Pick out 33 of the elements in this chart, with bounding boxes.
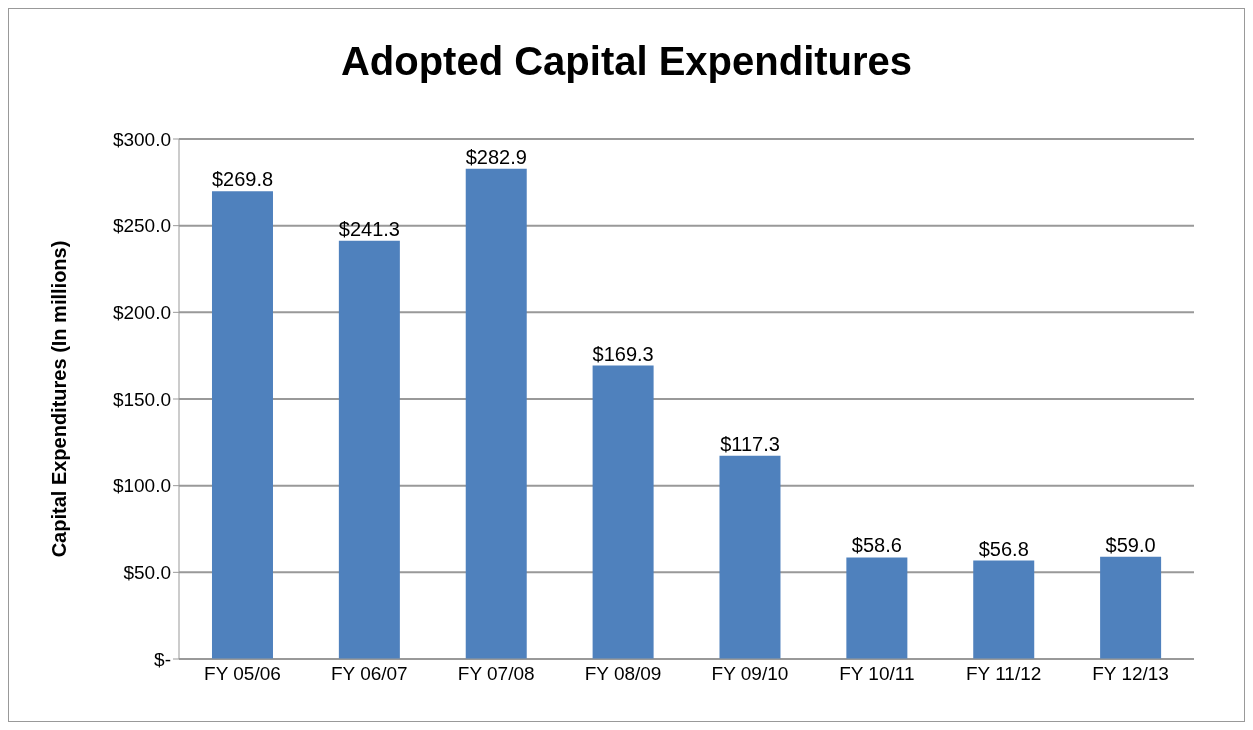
- y-axis-title: Capital Expenditures (In millions): [48, 240, 71, 558]
- data-label: $241.3: [338, 217, 400, 240]
- x-tick-label: FY 09/10: [711, 663, 789, 685]
- bar: [719, 455, 781, 659]
- bar: [592, 365, 654, 659]
- data-label: $269.8: [211, 168, 274, 191]
- x-tick-label: FY 06/07: [330, 663, 408, 685]
- data-label: $58.6: [851, 534, 902, 557]
- x-tick-label: FY 07/08: [457, 663, 535, 685]
- bar: [338, 240, 400, 659]
- x-tick-label: FY 08/09: [584, 663, 662, 685]
- x-tick-label: FY 05/06: [204, 663, 281, 685]
- y-tick-label: $-: [154, 648, 171, 670]
- chart-title: Adopted Capital Expenditures: [339, 39, 914, 85]
- data-label: $169.3: [592, 342, 654, 365]
- x-tick-label: FY 11/12: [966, 663, 1042, 685]
- bar: [973, 560, 1035, 659]
- bar: [465, 168, 527, 659]
- x-tick-label: FY 10/11: [839, 663, 915, 685]
- data-label: $282.9: [465, 145, 527, 168]
- bar: [1100, 556, 1162, 659]
- data-label: $56.8: [978, 537, 1029, 560]
- y-tick-label: $100.0: [112, 475, 171, 497]
- bar: [211, 191, 273, 659]
- y-tick-label: $300.0: [112, 128, 171, 150]
- x-tick-label: FY 12/13: [1092, 663, 1169, 685]
- y-tick-label: $200.0: [112, 302, 171, 324]
- data-label: $59.0: [1105, 533, 1156, 556]
- bar: [846, 557, 908, 659]
- y-tick-label: $50.0: [123, 562, 171, 584]
- y-tick-label: $150.0: [112, 388, 171, 410]
- data-label: $117.3: [720, 432, 780, 455]
- y-tick-label: $250.0: [112, 215, 171, 237]
